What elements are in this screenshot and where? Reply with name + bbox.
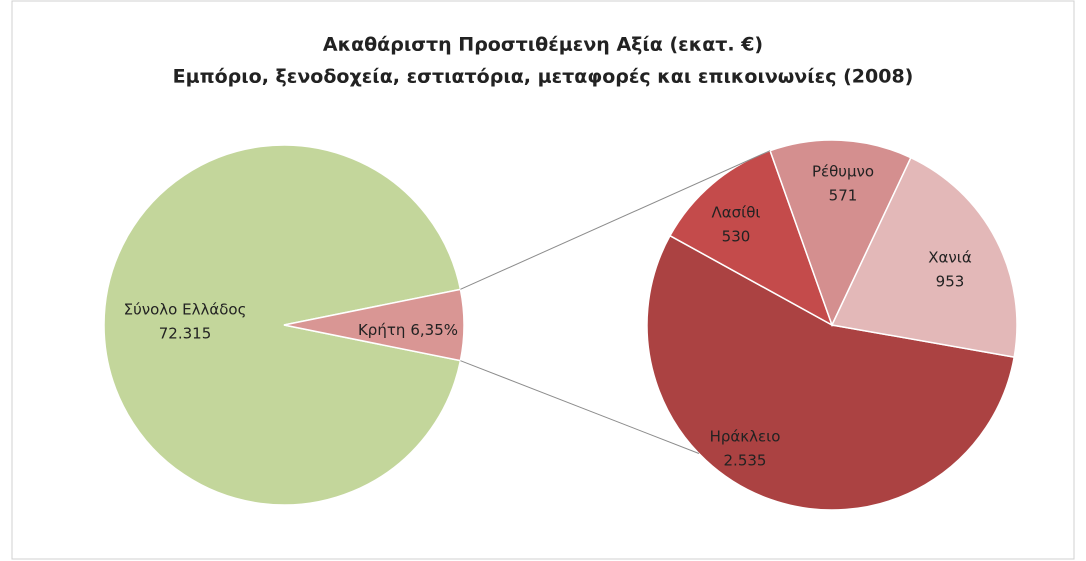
chart-title: Ακαθάριστη Προστιθέμενη Αξία (εκατ. €) xyxy=(323,34,763,56)
slice-label: Λασίθι xyxy=(712,204,761,222)
pie-slice xyxy=(283,288,465,362)
pie-slice xyxy=(769,139,912,327)
connector-line xyxy=(460,150,771,290)
slice-label: Χανιά xyxy=(928,249,972,267)
slice-value: 2.535 xyxy=(724,452,767,470)
slice-value: 571 xyxy=(829,187,858,205)
slice-value: 72.315 xyxy=(159,325,212,343)
chart-subtitle: Εμπόριο, ξενοδοχεία, εστιατόρια, μεταφορ… xyxy=(173,66,914,88)
slice-label: Σύνολο Ελλάδος xyxy=(124,301,247,319)
slice-value: 530 xyxy=(722,228,751,246)
connector-line xyxy=(460,360,700,454)
pie-slice xyxy=(646,234,1016,511)
slice-value: 6,35% xyxy=(410,321,458,339)
slice-value: 953 xyxy=(936,273,965,291)
slice-label: Κρήτη xyxy=(358,321,405,339)
slice-label: Ρέθυμνο xyxy=(812,163,874,181)
slice-label-group: Κρήτη 6,35% xyxy=(358,321,458,339)
pie-slice xyxy=(103,144,462,506)
pie-slice xyxy=(830,156,1018,358)
slice-label: Ηράκλειο xyxy=(710,428,781,446)
